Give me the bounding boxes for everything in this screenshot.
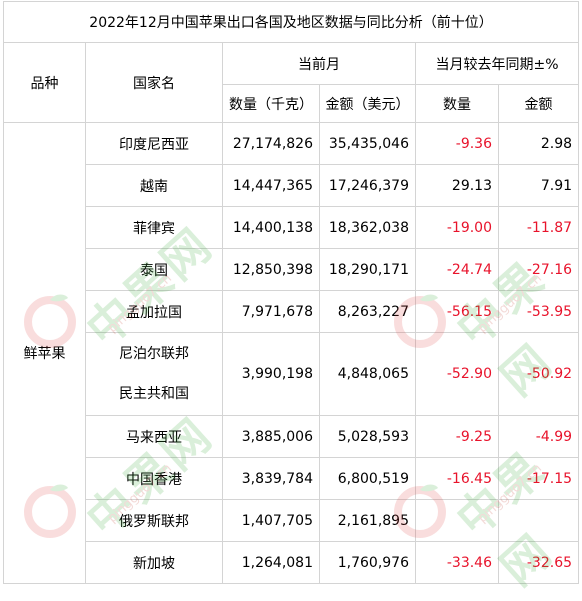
- country-cell: 印度尼西亚: [85, 122, 223, 165]
- header-yoy-amount: 金额: [497, 84, 580, 123]
- header-yoy: 当月较去年同期±%: [414, 42, 580, 85]
- yoy-amount-cell: 7.91: [497, 164, 580, 207]
- yoy-amount-cell: -50.92: [497, 332, 580, 416]
- yoy-amount-cell: -27.16: [497, 248, 580, 291]
- yoy-qty-cell: -33.46: [415, 541, 499, 584]
- variety-cell: 鲜苹果: [3, 122, 86, 584]
- country-cell: 中国香港: [85, 457, 223, 500]
- amount-cell: 17,246,379: [319, 164, 416, 207]
- yoy-qty-cell: -16.45: [415, 457, 499, 500]
- amount-cell: 8,263,227: [319, 290, 416, 333]
- qty-cell: 12,850,398: [222, 248, 320, 291]
- table-title: 2022年12月中国苹果出口各国及地区数据与同比分析（前十位）: [2, 1, 580, 43]
- yoy-qty-cell: -19.00: [415, 206, 499, 249]
- qty-cell: 14,400,138: [222, 206, 320, 249]
- country-cell: 俄罗斯联邦: [85, 499, 223, 542]
- header-yoy-qty: 数量: [415, 84, 499, 123]
- country-cell: 越南: [85, 164, 223, 207]
- yoy-qty-cell: 29.13: [415, 164, 499, 207]
- amount-cell: 18,290,171: [319, 248, 416, 291]
- amount-cell: 35,435,046: [319, 122, 416, 165]
- amount-cell: 4,848,065: [319, 332, 416, 416]
- yoy-qty-cell: -9.36: [415, 122, 499, 165]
- table-row: 越南 14,447,365 17,246,379 29.13 7.91: [4, 164, 580, 207]
- table-row: 尼泊尔联邦 民主共和国 3,990,198 4,848,065 -52.90 -…: [4, 332, 580, 416]
- yoy-qty-cell: -52.90: [415, 332, 499, 416]
- qty-cell: 3,885,006: [222, 415, 320, 458]
- country-cell: 泰国: [85, 248, 223, 291]
- table-row: 孟加拉国 7,971,678 8,263,227 -56.15 -53.95: [4, 290, 580, 333]
- qty-cell: 14,447,365: [222, 164, 320, 207]
- yoy-qty-cell: [415, 499, 499, 542]
- country-cell: 尼泊尔联邦 民主共和国: [85, 332, 223, 416]
- amount-cell: 1,760,976: [319, 541, 416, 584]
- apple-export-table: 2022年12月中国苹果出口各国及地区数据与同比分析（前十位） 品种 国家名 当…: [2, 1, 580, 584]
- amount-cell: 6,800,519: [319, 457, 416, 500]
- qty-cell: 3,990,198: [222, 332, 320, 416]
- header-current-month: 当前月: [222, 42, 416, 85]
- country-cell: 新加坡: [85, 541, 223, 584]
- yoy-qty-cell: -56.15: [415, 290, 499, 333]
- header-variety: 品种: [3, 42, 86, 123]
- table-row: 泰国 12,850,398 18,290,171 -24.74 -27.16: [4, 248, 580, 291]
- country-line-1: 尼泊尔联邦: [119, 346, 189, 362]
- yoy-amount-cell: [497, 499, 580, 542]
- amount-cell: 18,362,038: [319, 206, 416, 249]
- table-row: 菲律宾 14,400,138 18,362,038 -19.00 -11.87: [4, 206, 580, 249]
- yoy-amount-cell: -53.95: [497, 290, 580, 333]
- table-row: 俄罗斯联邦 1,407,705 2,161,895: [4, 499, 580, 542]
- yoy-qty-cell: -24.74: [415, 248, 499, 291]
- country-cell: 菲律宾: [85, 206, 223, 249]
- country-cell: 孟加拉国: [85, 290, 223, 333]
- header-amount: 金额（美元）: [319, 84, 416, 123]
- qty-cell: 27,174,826: [222, 122, 320, 165]
- yoy-qty-cell: -9.25: [415, 415, 499, 458]
- yoy-amount-cell: -32.65: [497, 541, 580, 584]
- table-row: 鲜苹果 印度尼西亚 27,174,826 35,435,046 -9.36 2.…: [3, 122, 580, 584]
- qty-cell: 7,971,678: [222, 290, 320, 333]
- qty-cell: 1,264,081: [222, 541, 320, 584]
- yoy-amount-cell: -4.99: [497, 415, 580, 458]
- header-country: 国家名: [85, 42, 223, 123]
- amount-cell: 2,161,895: [319, 499, 416, 542]
- table-row: 马来西亚 3,885,006 5,028,593 -9.25 -4.99: [4, 415, 580, 458]
- table-row: 中国香港 3,839,784 6,800,519 -16.45 -17.15: [4, 457, 580, 500]
- qty-cell: 3,839,784: [222, 457, 320, 500]
- yoy-amount-cell: 2.98: [497, 122, 580, 165]
- header-qty: 数量（千克）: [222, 84, 320, 123]
- amount-cell: 5,028,593: [319, 415, 416, 458]
- qty-cell: 1,407,705: [222, 499, 320, 542]
- country-line-2: 民主共和国: [119, 386, 189, 402]
- yoy-amount-cell: -11.87: [497, 206, 580, 249]
- yoy-amount-cell: -17.15: [497, 457, 580, 500]
- country-cell: 马来西亚: [85, 415, 223, 458]
- table-row: 新加坡 1,264,081 1,760,976 -33.46 -32.65: [4, 541, 580, 584]
